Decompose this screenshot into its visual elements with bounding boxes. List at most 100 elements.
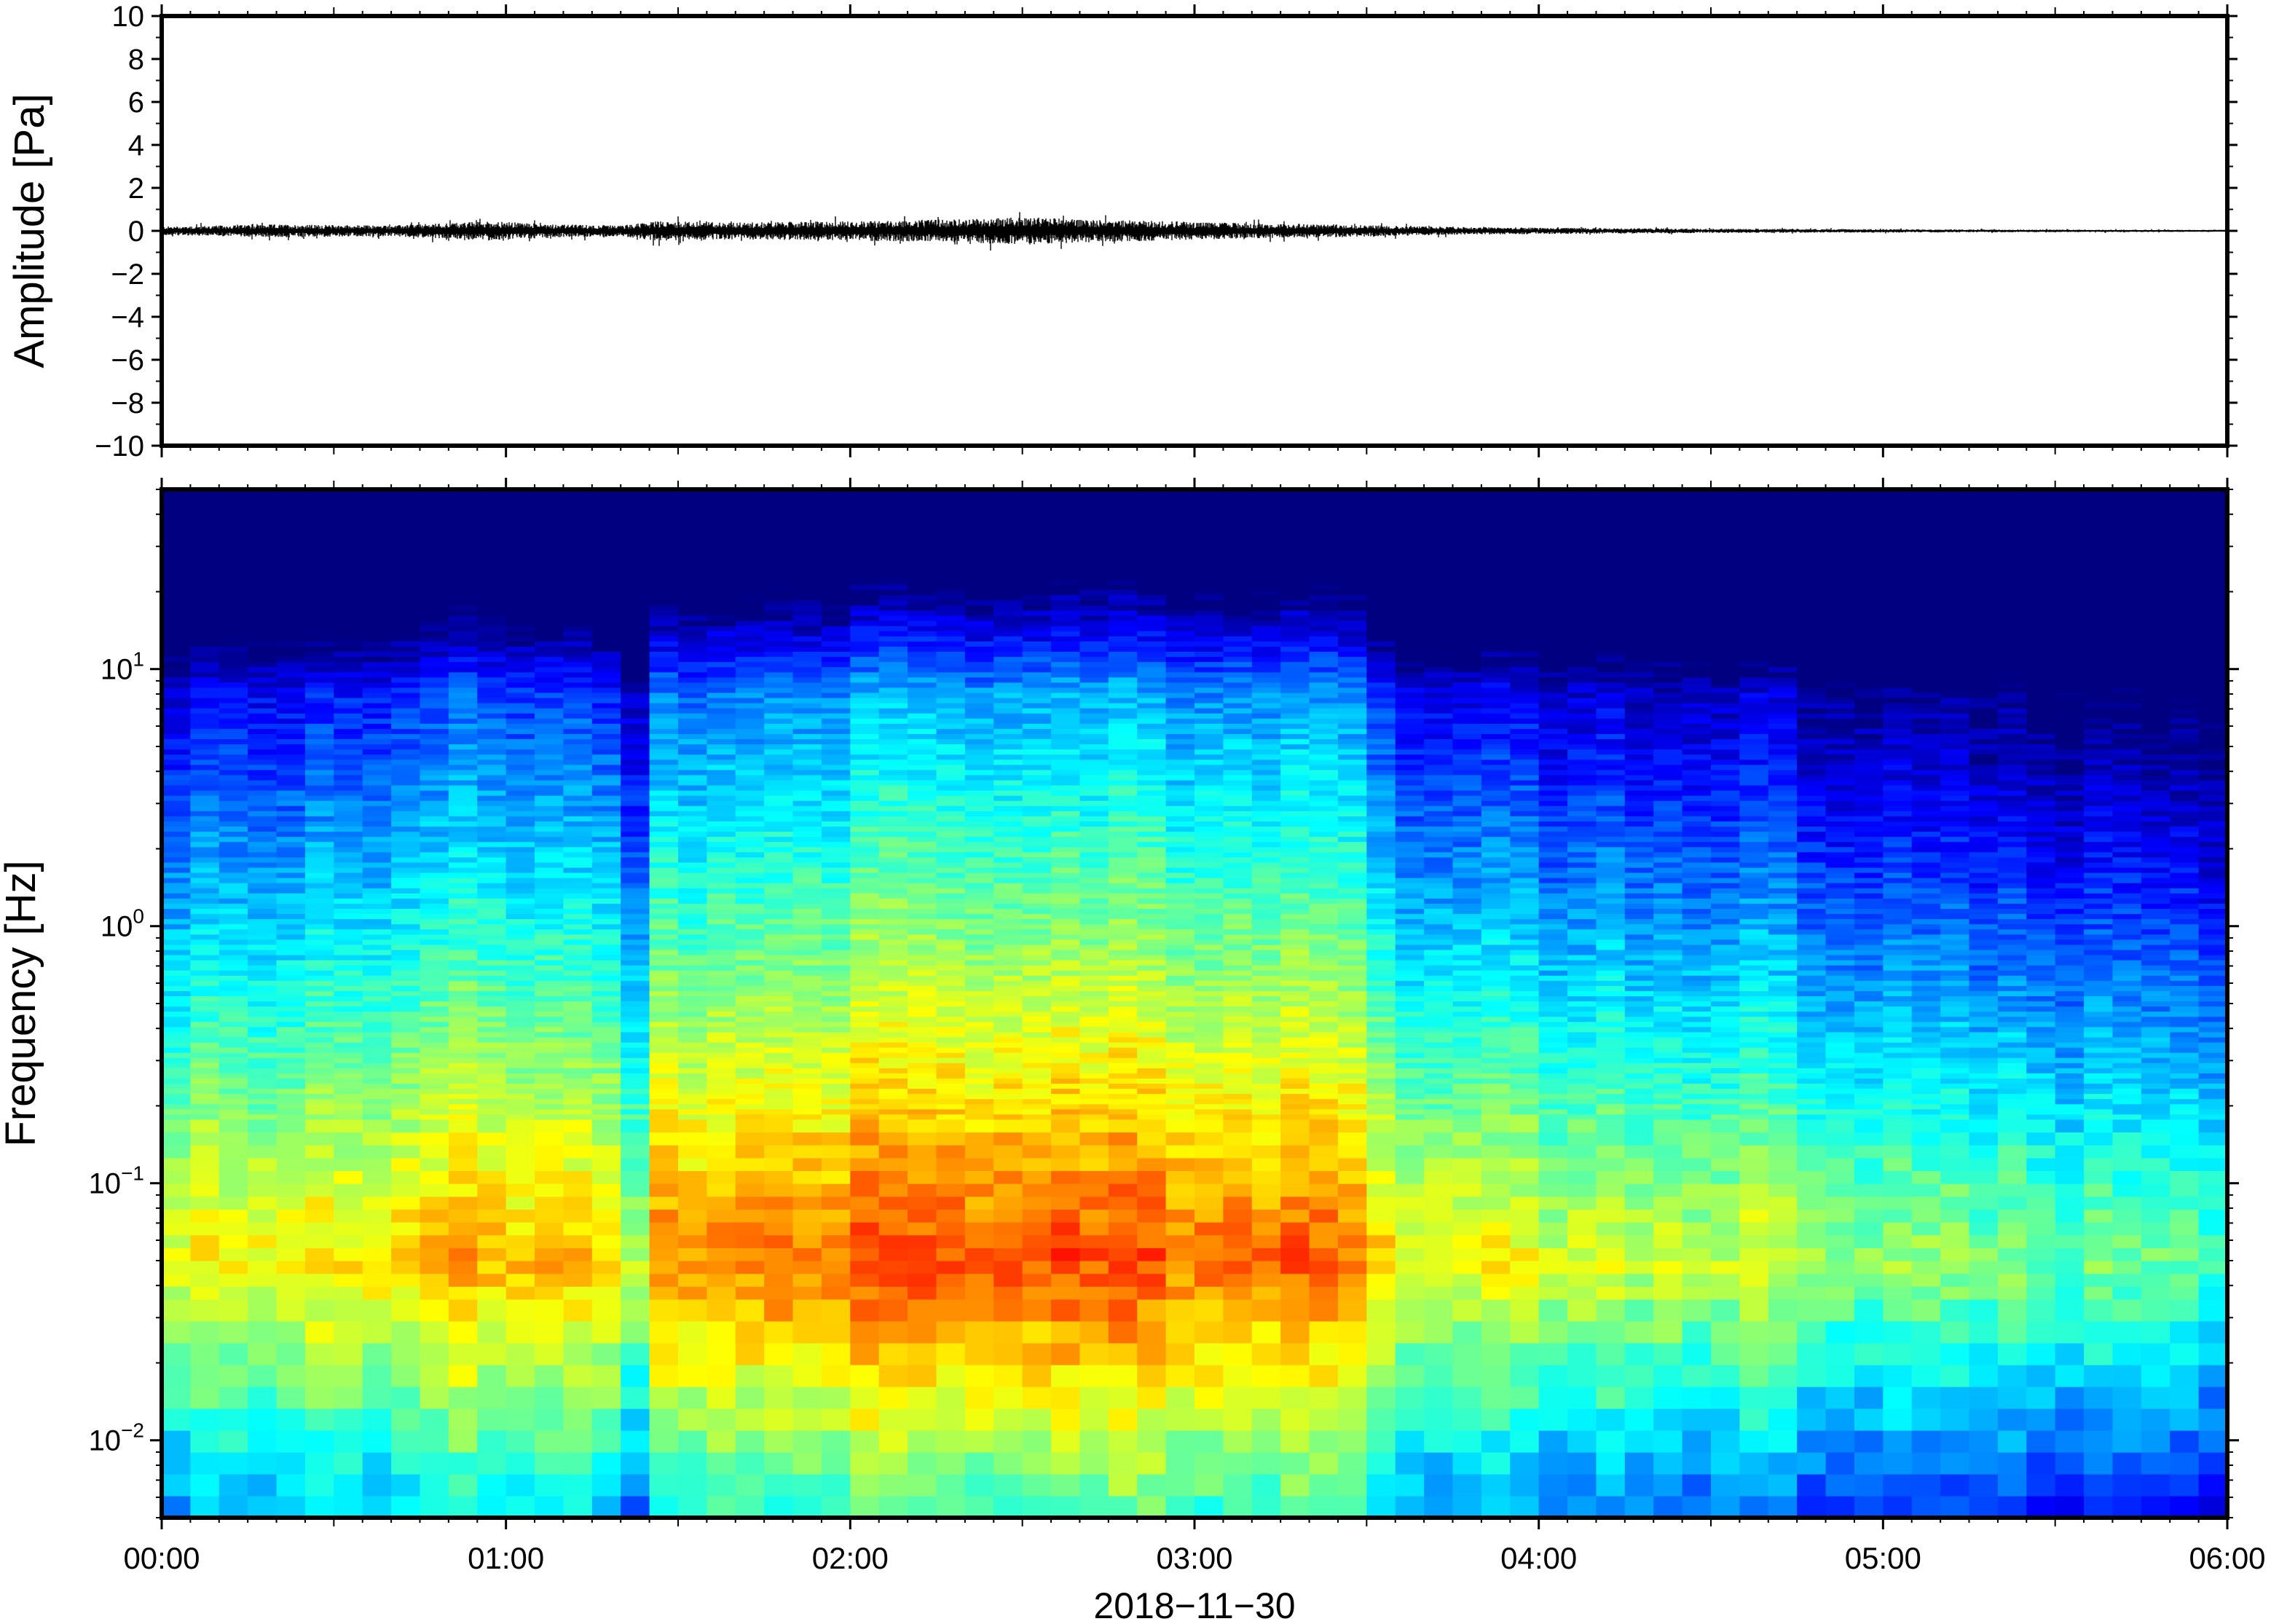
spectrogram-cell bbox=[248, 1298, 278, 1322]
spectrogram-cell bbox=[908, 1052, 937, 1058]
spectrogram-cell bbox=[391, 594, 421, 601]
spectrogram-cell bbox=[821, 744, 851, 750]
spectrogram-cell bbox=[219, 538, 248, 544]
spectrogram-cell bbox=[908, 811, 937, 816]
spectrogram-cell bbox=[563, 1088, 593, 1095]
spectrogram-cell bbox=[334, 1408, 363, 1431]
spectrogram-cell bbox=[621, 553, 650, 559]
spectrogram-cell bbox=[248, 1098, 278, 1105]
spectrogram-cell bbox=[505, 867, 535, 873]
spectrogram-cell bbox=[591, 1234, 621, 1248]
spectrogram-cell bbox=[964, 604, 994, 611]
spectrogram-cell bbox=[505, 1234, 535, 1248]
spectrogram-cell bbox=[764, 990, 794, 997]
spectrogram-cell bbox=[248, 507, 278, 513]
spectrogram-cell bbox=[276, 502, 306, 508]
spectrogram-cell bbox=[936, 1342, 966, 1365]
spectrogram-cell bbox=[162, 1098, 191, 1105]
spectrogram-cell bbox=[391, 784, 421, 791]
spectrogram-cell bbox=[649, 579, 679, 586]
spectrogram-cell bbox=[792, 1113, 822, 1120]
spectrogram-cell bbox=[362, 893, 392, 899]
spectrogram-cell bbox=[735, 646, 765, 652]
spectrogram-cell bbox=[735, 517, 765, 524]
spectrogram-cell bbox=[735, 918, 765, 925]
spectrogram-cell bbox=[764, 1408, 794, 1431]
spectrogram-cell bbox=[162, 1222, 191, 1236]
spectrogram-cell bbox=[334, 913, 363, 920]
spectrogram-cell bbox=[821, 800, 851, 806]
spectrogram-cell bbox=[850, 646, 880, 652]
spectrogram-cell bbox=[936, 620, 966, 626]
spectrogram-cell bbox=[505, 1170, 535, 1184]
spectrogram-cell bbox=[276, 728, 306, 734]
spectrogram-cell bbox=[304, 553, 334, 559]
spectrogram-cell bbox=[535, 1001, 564, 1007]
spectrogram-cell bbox=[908, 1088, 937, 1095]
spectrogram-cell bbox=[535, 661, 564, 668]
spectrogram-cell bbox=[505, 944, 535, 950]
spectrogram-cell bbox=[792, 692, 822, 698]
spectrogram-cell bbox=[162, 867, 191, 873]
spectrogram-cell bbox=[678, 1073, 707, 1079]
spectrogram-cell bbox=[535, 553, 564, 559]
spectrogram-cell bbox=[850, 913, 880, 920]
spectrogram-cell bbox=[993, 898, 1023, 904]
spectrogram-cell bbox=[535, 888, 564, 894]
spectrogram-cell bbox=[162, 636, 191, 642]
spectrogram-cell bbox=[735, 1036, 765, 1043]
spectrogram-cell bbox=[304, 1031, 334, 1038]
spectrogram-cell bbox=[248, 1088, 278, 1095]
spectrogram-cell bbox=[362, 774, 392, 781]
spectrogram-cell bbox=[162, 1408, 191, 1431]
spectrogram-cell bbox=[276, 713, 306, 719]
spectrogram-cell bbox=[908, 538, 937, 544]
spectrogram-cell bbox=[821, 656, 851, 663]
spectrogram-cell bbox=[678, 759, 707, 765]
spectrogram-cell bbox=[362, 841, 392, 848]
spectrogram-cell bbox=[248, 939, 278, 945]
spectrogram-cell bbox=[735, 1183, 765, 1197]
spectrogram-cell bbox=[993, 1273, 1023, 1287]
spectrogram-cell bbox=[362, 533, 392, 539]
spectrogram-cell bbox=[563, 651, 593, 658]
spectrogram-cell bbox=[563, 1011, 593, 1017]
spectrogram-cell bbox=[1051, 656, 1081, 663]
spectrogram-cell bbox=[591, 831, 621, 837]
spectrogram-cell bbox=[362, 589, 392, 596]
waveform-y-tick-label: 2 bbox=[128, 173, 144, 205]
spectrogram-cell bbox=[591, 811, 621, 816]
spectrogram-cell bbox=[248, 702, 278, 709]
spectrogram-cell bbox=[936, 774, 966, 781]
spectrogram-cell bbox=[391, 636, 421, 642]
spectrogram-cell bbox=[248, 1495, 278, 1518]
spectrogram-cell bbox=[850, 795, 880, 801]
spectrogram-cell bbox=[792, 1098, 822, 1105]
spectrogram-cell bbox=[878, 1063, 908, 1068]
spectrogram-cell bbox=[878, 939, 908, 945]
spectrogram-cell bbox=[1051, 769, 1081, 776]
spectrogram-cell bbox=[735, 1247, 765, 1261]
spectrogram-cell bbox=[1051, 744, 1081, 750]
spectrogram-cell bbox=[649, 543, 679, 549]
spectrogram-cell bbox=[505, 769, 535, 776]
spectrogram-cell bbox=[792, 872, 822, 878]
spectrogram-cell bbox=[391, 1430, 421, 1453]
spectrogram-cell bbox=[621, 1273, 650, 1287]
spectrogram-cell bbox=[936, 826, 966, 832]
spectrogram-cell bbox=[1022, 1222, 1052, 1236]
spectrogram-cell bbox=[477, 584, 507, 591]
spectrogram-cell bbox=[276, 1098, 306, 1105]
spectrogram-cell bbox=[678, 677, 707, 683]
spectrogram-cell bbox=[477, 883, 507, 888]
spectrogram-cell bbox=[248, 538, 278, 544]
spectrogram-cell bbox=[162, 934, 191, 940]
spectrogram-cell bbox=[505, 687, 535, 693]
spectrogram-cell bbox=[878, 980, 908, 986]
spectrogram-cell bbox=[821, 1088, 851, 1095]
spectrogram-cell bbox=[735, 538, 765, 544]
spectrogram-cell bbox=[248, 1068, 278, 1073]
spectrogram-cell bbox=[936, 723, 966, 729]
spectrogram-cell bbox=[1051, 975, 1081, 981]
spectrogram-cell bbox=[563, 733, 593, 740]
